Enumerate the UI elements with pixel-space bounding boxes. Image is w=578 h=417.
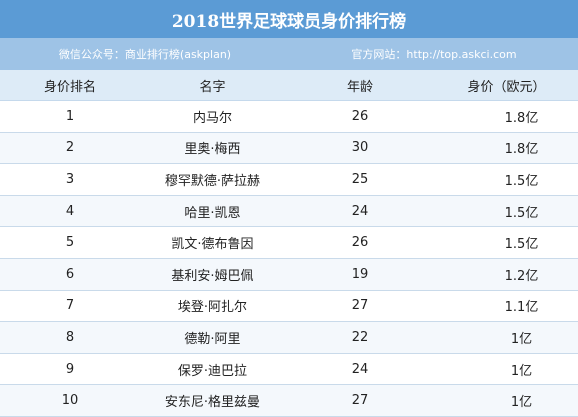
header-age: 年龄 bbox=[346, 79, 373, 95]
rank-cell: 8 bbox=[65, 329, 75, 345]
age-cell: 30 bbox=[351, 140, 369, 156]
rank-cell: 2 bbox=[65, 140, 75, 156]
age-cell: 24 bbox=[351, 203, 369, 219]
rank-cell: 4 bbox=[65, 203, 75, 219]
wechat-source: 微信公众号：商业排行榜(askplan) bbox=[58, 48, 232, 61]
header-name: 名字 bbox=[199, 79, 226, 95]
age-cell: 27 bbox=[351, 393, 369, 409]
source-bar: 微信公众号：商业排行榜(askplan) 官方网站：http://top.ask… bbox=[0, 38, 578, 70]
table-row: 6 基利安·姆巴佩 19 1.2亿 bbox=[0, 258, 578, 291]
age-cell: 27 bbox=[351, 298, 369, 314]
name-cell: 内马尔 bbox=[192, 110, 232, 126]
rank-cell: 7 bbox=[65, 298, 75, 314]
age-cell: 25 bbox=[351, 171, 369, 187]
table-row: 9 保罗·迪巴拉 24 1亿 bbox=[0, 354, 578, 386]
header-rank: 身价排名 bbox=[43, 79, 96, 95]
name-cell: 保罗·迪巴拉 bbox=[177, 363, 248, 379]
value-cell: 1.5亿 bbox=[504, 237, 539, 253]
name-cell: 埃登·阿扎尔 bbox=[177, 300, 248, 316]
age-cell: 26 bbox=[351, 108, 369, 124]
value-cell: 1.5亿 bbox=[504, 205, 539, 221]
age-cell: 19 bbox=[351, 266, 369, 282]
name-cell: 德勒·阿里 bbox=[184, 331, 241, 347]
name-cell: 基利安·姆巴佩 bbox=[171, 268, 254, 284]
rank-cell: 3 bbox=[65, 171, 75, 187]
table-row: 1 内马尔 26 1.8亿 bbox=[0, 101, 578, 133]
age-cell: 22 bbox=[351, 329, 369, 345]
table-row: 4 哈里·凯恩 24 1.5亿 bbox=[0, 195, 578, 228]
table-row: 7 埃登·阿扎尔 27 1.1亿 bbox=[0, 291, 578, 323]
rank-cell: 6 bbox=[65, 266, 75, 282]
header-value: 身价（欧元） bbox=[467, 79, 546, 95]
value-cell: 1亿 bbox=[510, 331, 533, 347]
table-row: 3 穆罕默德·萨拉赫 25 1.5亿 bbox=[0, 164, 578, 196]
value-cell: 1亿 bbox=[510, 363, 533, 379]
name-cell: 安东尼·格里兹曼 bbox=[164, 395, 261, 411]
value-cell: 1.2亿 bbox=[504, 268, 539, 284]
name-cell: 哈里·凯恩 bbox=[184, 205, 241, 221]
table-row: 2 里奥·梅西 30 1.8亿 bbox=[0, 132, 578, 165]
rank-cell: 5 bbox=[65, 235, 75, 251]
table-header: 身价排名 名字 年龄 身价（欧元） bbox=[0, 70, 578, 101]
age-cell: 24 bbox=[351, 361, 369, 377]
value-cell: 1.5亿 bbox=[504, 173, 539, 189]
website-source: 官方网站：http://top.askci.com bbox=[351, 48, 517, 61]
name-cell: 穆罕默德·萨拉赫 bbox=[164, 173, 261, 189]
name-cell: 凯文·德布鲁因 bbox=[171, 237, 254, 253]
table-row: 8 德勒·阿里 22 1亿 bbox=[0, 322, 578, 354]
page-title: 2018世界足球球员身价排行榜 bbox=[0, 0, 578, 38]
table-row: 5 凯文·德布鲁因 26 1.5亿 bbox=[0, 227, 578, 259]
rank-cell: 9 bbox=[65, 361, 75, 377]
rank-cell: 10 bbox=[61, 393, 79, 409]
rank-cell: 1 bbox=[65, 108, 75, 124]
value-cell: 1.1亿 bbox=[504, 300, 539, 316]
age-cell: 26 bbox=[351, 235, 369, 251]
name-cell: 里奥·梅西 bbox=[184, 142, 241, 158]
value-cell: 1.8亿 bbox=[504, 142, 539, 158]
table-row: 10 安东尼·格里兹曼 27 1亿 bbox=[0, 385, 578, 417]
value-cell: 1.8亿 bbox=[504, 110, 539, 126]
value-cell: 1亿 bbox=[510, 395, 533, 411]
